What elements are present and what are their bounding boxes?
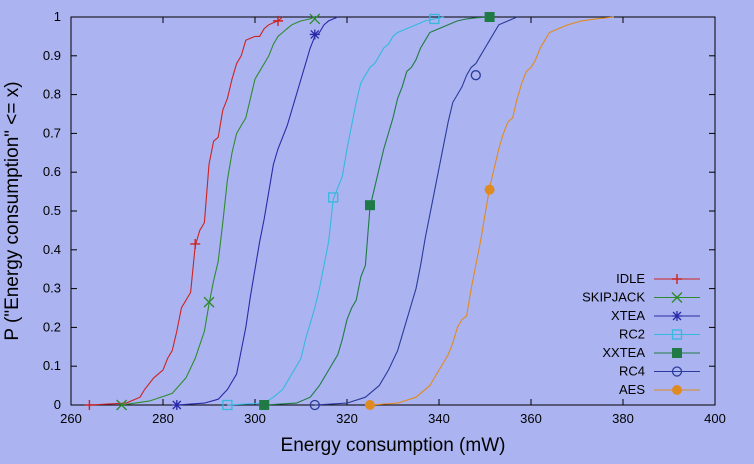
- y-tick-label: 1: [54, 9, 61, 24]
- legend-marker-sample: [671, 292, 683, 303]
- y-axis-title: P ("Energy consumption" <= x): [2, 81, 23, 340]
- x-tick-label: 400: [704, 411, 726, 426]
- legend-label: RC2: [619, 327, 645, 342]
- legend-label: RC4: [619, 364, 645, 379]
- series-line-xtea: [176, 16, 339, 406]
- legend-label: AES: [619, 382, 645, 397]
- series-line-skipjack: [121, 16, 316, 406]
- series-markers: [84, 12, 495, 411]
- series-line-aes: [369, 16, 614, 406]
- series-point-rc2: [429, 13, 440, 25]
- legend-label: XTEA: [611, 308, 645, 323]
- y-tick-label: 0.4: [43, 242, 61, 257]
- series-point-skipjack: [203, 296, 215, 308]
- legend-label: XXTEA: [602, 345, 645, 360]
- y-tick-label: 0: [54, 397, 61, 412]
- legend-marker-sample: [672, 348, 682, 358]
- y-tick-label: 0.7: [43, 125, 61, 140]
- legend-marker-sample: [671, 366, 683, 377]
- legend-marker-sample: [671, 329, 683, 340]
- legend-item-rc4: RC4: [619, 364, 700, 379]
- series-point-skipjack: [309, 13, 321, 25]
- legend-label: IDLE: [616, 271, 645, 286]
- axis-ticks: 260 280 300 320 340 360 380 400 0 0.1 0.2 0.3 0.4 0.5…: [43, 9, 726, 426]
- series-point-rc2: [222, 399, 233, 411]
- series-line-xxtea: [264, 16, 490, 406]
- series-point-rc4: [309, 399, 320, 411]
- series-point-idle: [273, 15, 283, 26]
- series-point-xtea: [309, 29, 320, 40]
- legend-item-xtea: XTEA: [611, 308, 700, 323]
- legend-item-idle: IDLE: [616, 271, 700, 286]
- y-tick-label: 0.8: [43, 87, 61, 102]
- series-point-skipjack: [116, 399, 128, 411]
- legend-item-xxtea: XXTEA: [602, 345, 700, 360]
- series-point-rc4: [470, 70, 481, 81]
- x-tick-label: 360: [520, 411, 542, 426]
- series-point-xxtea: [259, 400, 270, 410]
- legend-item-aes: AES: [619, 382, 700, 397]
- x-tick-label: 380: [612, 411, 634, 426]
- series-point-idle: [84, 400, 95, 410]
- legend-item-skipjack: SKIPJACK: [582, 290, 700, 305]
- y-tick-label: 0.1: [43, 358, 61, 373]
- series-point-aes: [365, 400, 375, 410]
- legend-marker-sample: [672, 385, 682, 395]
- series-point-aes: [484, 184, 495, 195]
- x-tick-label: 340: [428, 411, 450, 426]
- x-axis-title: Energy consumption (mW): [281, 435, 506, 456]
- series-line-idle: [89, 16, 283, 406]
- y-tick-label: 0.3: [43, 281, 61, 296]
- y-tick-label: 0.9: [43, 48, 61, 63]
- y-tick-label: 0.5: [43, 203, 61, 218]
- series-line-rc2: [227, 16, 444, 406]
- legend-marker-sample: [672, 311, 682, 321]
- series-point-xtea: [171, 400, 182, 410]
- legend-marker-sample: [672, 274, 682, 284]
- legend: IDLE SKIPJACK XTEA RC2 XXTEA RC4 AES: [582, 271, 700, 397]
- series-point-idle: [190, 238, 201, 249]
- legend-item-rc2: RC2: [619, 327, 700, 342]
- series-lines: [89, 16, 614, 406]
- x-tick-label: 320: [336, 411, 358, 426]
- x-tick-label: 260: [60, 411, 82, 426]
- series-point-rc2: [328, 192, 339, 203]
- legend-label: SKIPJACK: [582, 290, 645, 305]
- x-tick-label: 280: [152, 411, 174, 426]
- series-point-xxtea: [365, 200, 375, 211]
- x-tick-label: 300: [244, 411, 266, 426]
- series-point-xxtea: [484, 12, 495, 22]
- y-tick-label: 0.6: [43, 164, 61, 179]
- series-line-rc4: [314, 16, 518, 406]
- y-tick-label: 0.2: [43, 319, 61, 334]
